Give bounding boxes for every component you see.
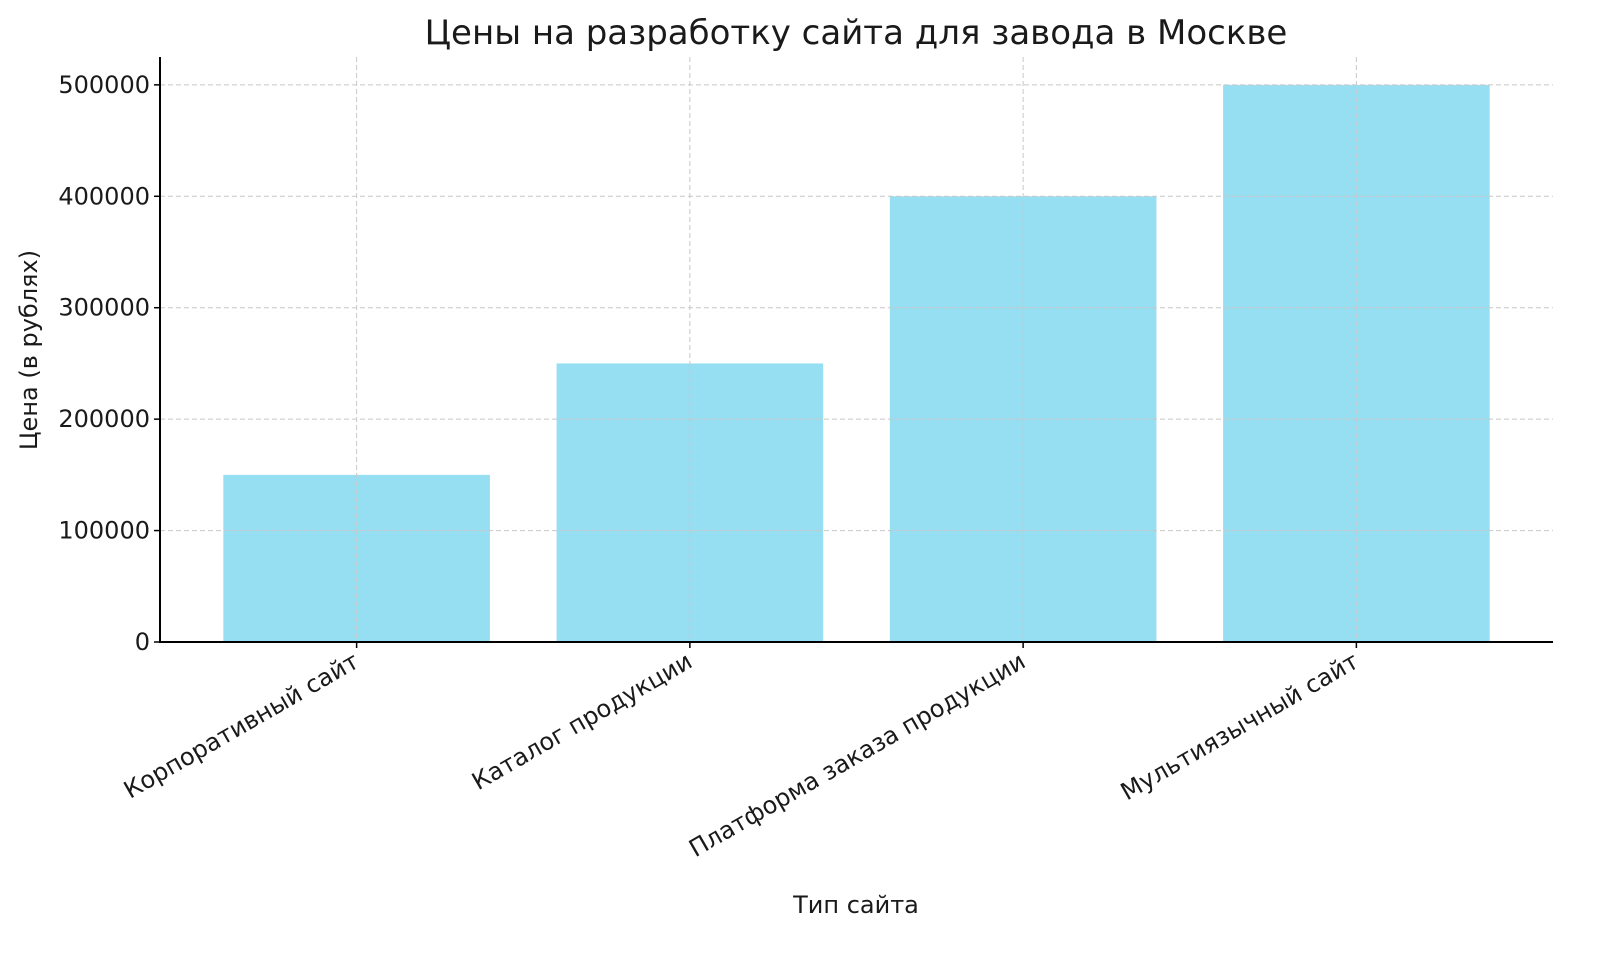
x-tick-label: Платформа заказа продукции xyxy=(684,647,1030,863)
y-tick-label: 100000 xyxy=(58,517,150,545)
x-tick-label: Каталог продукции xyxy=(467,647,697,796)
y-axis-label: Цена (в рублях) xyxy=(15,250,43,450)
y-tick-label: 0 xyxy=(135,628,150,656)
chart-title: Цены на разработку сайта для завода в Мо… xyxy=(425,13,1288,53)
y-tick-label: 500000 xyxy=(58,71,150,99)
x-tick-label: Корпоративный сайт xyxy=(119,647,364,804)
bar xyxy=(223,474,490,642)
y-tick-label: 400000 xyxy=(58,182,150,210)
y-tick-label: 200000 xyxy=(58,405,150,433)
y-tick-label: 300000 xyxy=(58,294,150,322)
x-tick-label: Мультиязычный сайт xyxy=(1116,647,1364,806)
x-axis-label: Тип сайта xyxy=(792,891,919,919)
